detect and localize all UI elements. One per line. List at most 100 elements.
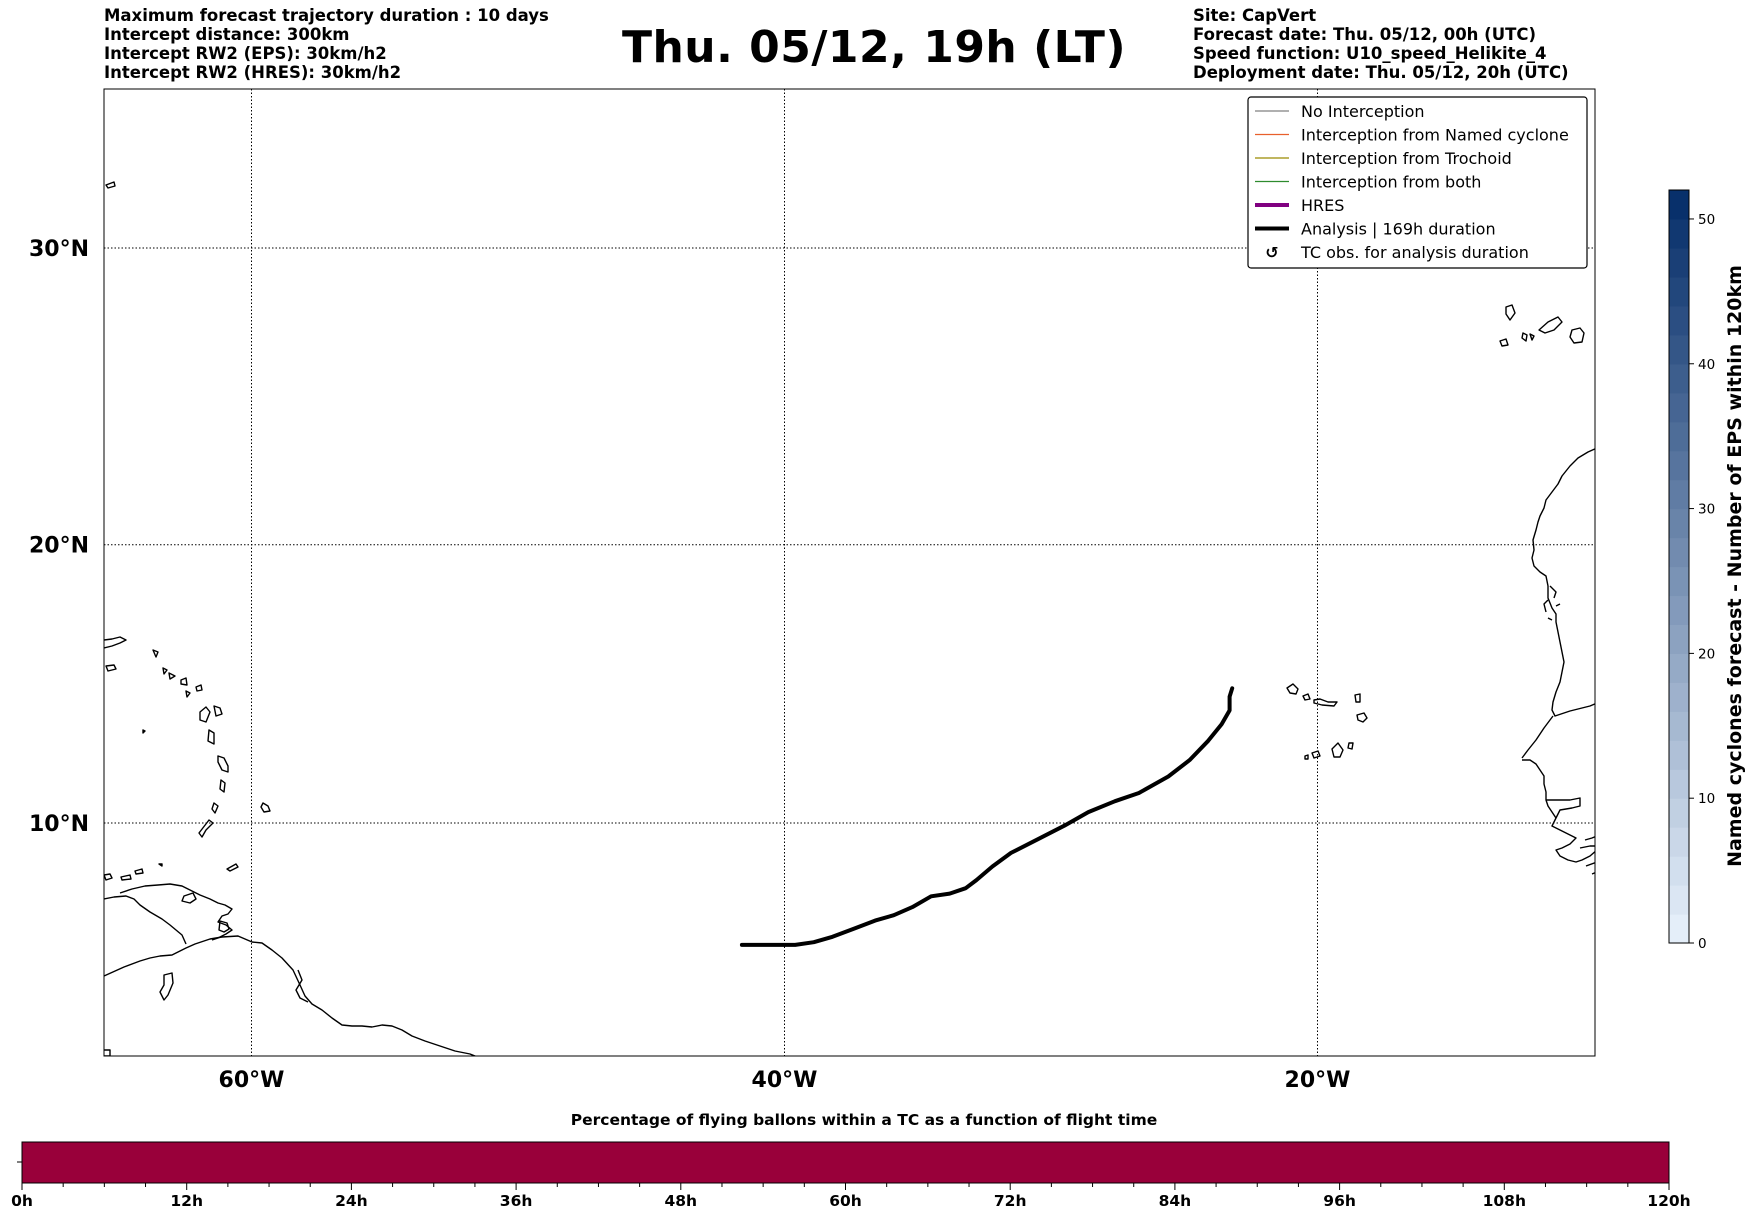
island-santoantao: [1286, 683, 1299, 695]
legend: No Interception Interception from Named c…: [1247, 96, 1588, 269]
coast-africa-detail: [1543, 585, 1561, 621]
colorbar-step-15: [1669, 479, 1689, 510]
timebar-tick-4: 48h: [664, 1192, 697, 1210]
island-maio: [1347, 742, 1354, 750]
colorbar-step-14: [1669, 508, 1689, 539]
colorbar-step-22: [1669, 276, 1689, 307]
header-left-line-1: Maximum forecast trajectory duration : 1…: [104, 6, 549, 25]
lat-label-0: 30°N: [29, 237, 89, 262]
colorbar-tick-2: 20: [1698, 646, 1715, 662]
colorbar-step-12: [1669, 566, 1689, 597]
header-right-line-2: Forecast date: Thu. 05/12, 00h (UTC): [1193, 25, 1537, 44]
colorbar-step-4: [1669, 798, 1689, 828]
legend-item-5: Analysis | 169h duration: [1255, 220, 1496, 239]
island-north: [105, 181, 116, 189]
island-stvincent: [211, 802, 219, 814]
legend-item-2: Interception from Trochoid: [1255, 149, 1512, 168]
island-lanzarote: [1505, 304, 1516, 321]
island-small: [142, 729, 163, 867]
island-saovicente: [1302, 693, 1311, 701]
header-left-line-4: Intercept RW2 (HRES): 30km/h2: [104, 63, 402, 82]
colorbar-step-8: [1669, 682, 1689, 712]
timebar: Percentage of flying ballons within a TC…: [11, 1111, 1691, 1210]
coastlines: [104, 181, 1595, 1056]
lon-label-2: 20°W: [1285, 1068, 1351, 1093]
colorbar-step-23: [1669, 247, 1689, 278]
coast-trinidad: [218, 920, 230, 933]
header-left: Maximum forecast trajectory duration : 1…: [104, 6, 549, 82]
analysis-track: [739, 686, 1235, 947]
coast-paria: [119, 883, 233, 941]
island-hierro: [1529, 333, 1535, 341]
island-4: [180, 677, 188, 686]
island-gomera: [1499, 338, 1509, 347]
island-tenerife: [1538, 316, 1563, 334]
cyclone-icon: ↺: [1265, 243, 1278, 262]
island-saonicolau: [1313, 698, 1338, 707]
coast-orinoco: [295, 969, 309, 1003]
legend-item-4: HRES: [1255, 196, 1344, 215]
legend-label-5: Analysis | 169h duration: [1301, 220, 1496, 239]
colorbar-step-19: [1669, 363, 1689, 394]
coast-south-america: [104, 935, 477, 1056]
map-axis-labels: 30°N 20°N 10°N 60°W 40°W 20°W: [29, 237, 1350, 1093]
coast-africa-south: [1522, 759, 1595, 863]
lon-label-1: 40°W: [752, 1068, 818, 1093]
coast-senegal: [1521, 715, 1554, 759]
header-right-line-3: Speed function: U10_speed_Helikite_4: [1193, 44, 1547, 63]
analysis-track-layer: [739, 686, 1235, 947]
coast-guinea: [1579, 836, 1595, 875]
legend-label-2: Interception from Trochoid: [1301, 149, 1512, 168]
colorbar-tick-5: 50: [1698, 212, 1715, 228]
colorbar-frame: [1668, 189, 1690, 944]
colorbar-step-7: [1669, 711, 1689, 741]
island-sal: [1354, 693, 1361, 703]
colorbar-step-11: [1669, 595, 1689, 626]
legend-item-1: Interception from Named cyclone: [1255, 126, 1569, 145]
legend-item-6: ↺ TC obs. for analysis duration: [1265, 243, 1529, 262]
timebar-tick-7: 84h: [1159, 1192, 1192, 1210]
island-grancanaria: [1569, 327, 1585, 344]
colorbar-step-13: [1669, 537, 1689, 568]
colorbar-step-10: [1669, 624, 1689, 654]
island-santiago: [1331, 742, 1344, 758]
coast-margarita: [181, 892, 197, 904]
island-martinique: [217, 755, 229, 773]
colorbar-tick-4: 40: [1698, 357, 1715, 373]
map-frame: [103, 88, 1596, 1057]
colorbar-gradient: [1669, 190, 1689, 944]
colorbar-tick-3: 30: [1698, 502, 1715, 518]
legend-box: [1247, 96, 1588, 269]
header-right: Site: CapVert Forecast date: Thu. 05/12,…: [1193, 6, 1569, 82]
island-1: [152, 649, 159, 658]
timebar-tick-10: 120h: [1647, 1192, 1690, 1210]
map-panel[interactable]: 30°N 20°N 10°N 60°W 40°W 20°W No Interception…: [29, 88, 1597, 1093]
colorbar-step-6: [1669, 740, 1689, 770]
island-barbados: [260, 802, 271, 813]
lon-label-0: 60°W: [219, 1068, 285, 1093]
legend-item-3: Interception from both: [1255, 173, 1481, 192]
island-grenadines: [198, 819, 214, 838]
header-right-line-1: Site: CapVert: [1193, 6, 1317, 25]
timebar-tick-8: 96h: [1323, 1192, 1356, 1210]
coast-gulf-venezuela: [104, 895, 187, 945]
timebar-tick-1: 12h: [170, 1192, 203, 1210]
colorbar-step-21: [1669, 305, 1689, 336]
coast-island-a: [159, 972, 174, 1001]
colorbar-step-20: [1669, 334, 1689, 365]
colorbar-step-24: [1669, 218, 1689, 249]
legend-label-3: Interception from both: [1301, 173, 1481, 192]
colorbar-label: Named cyclones forecast - Number of EPS …: [1724, 265, 1746, 867]
legend-label-6: TC obs. for analysis duration: [1300, 243, 1529, 262]
colorbar-step-1: [1669, 885, 1689, 915]
timebar-tick-0: 0h: [11, 1192, 33, 1210]
island-6: [185, 690, 191, 698]
header-right-line-4: Deployment date: Thu. 05/12, 20h (UTC): [1193, 63, 1569, 82]
colorbar-tick-1: 10: [1698, 791, 1715, 807]
island-tobago: [226, 863, 239, 872]
legend-label-1: Interception from Named cyclone: [1301, 126, 1569, 145]
island-brava: [1304, 754, 1309, 760]
timebar-tick-2: 24h: [335, 1192, 368, 1210]
island-stlucia: [219, 779, 226, 793]
legend-label-0: No Interception: [1301, 102, 1425, 121]
